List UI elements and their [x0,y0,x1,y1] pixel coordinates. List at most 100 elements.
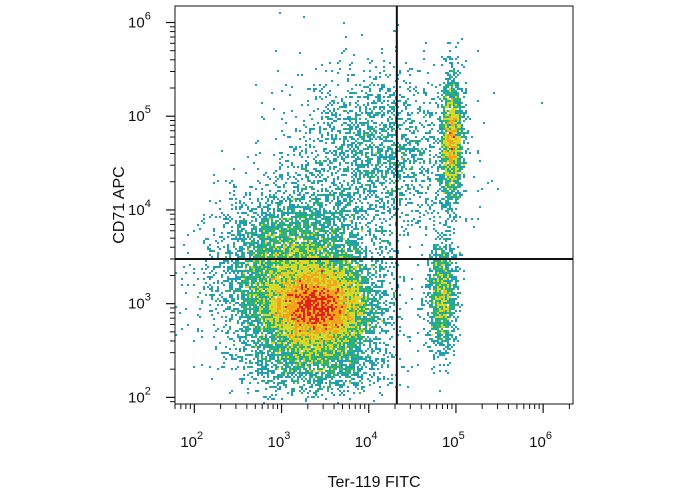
event-cell [355,84,357,86]
event-cell [391,216,393,218]
event-cell [441,204,443,206]
event-cell [209,276,211,278]
event-cell [357,126,359,128]
event-cell [293,232,295,234]
event-cell [349,262,351,264]
event-cell [333,198,335,200]
event-cell [449,138,451,140]
event-cell [313,274,315,276]
event-cell [203,240,205,242]
event-cell [365,234,367,236]
event-cell [245,224,247,226]
event-cell [381,268,383,270]
event-cell [323,232,325,234]
event-cell [455,268,457,270]
event-cell [457,266,459,268]
event-cell [361,160,363,162]
event-cell [355,212,357,214]
event-cell [341,240,343,242]
event-cell [315,176,317,178]
event-cell [449,42,451,44]
event-cell [459,98,461,100]
event-cell [279,262,281,264]
event-cell [371,154,373,156]
event-cell [261,198,263,200]
event-cell [337,170,339,172]
event-cell [473,226,475,228]
event-cell [259,250,261,252]
event-cell [399,164,401,166]
event-cell [239,284,241,286]
event-cell [465,118,467,120]
event-cell [321,88,323,90]
event-cell [443,206,445,208]
event-cell [457,186,459,188]
event-cell [321,194,323,196]
event-cell [287,242,289,244]
event-cell [317,108,319,110]
event-cell [297,232,299,234]
event-cell [397,114,399,116]
event-cell [203,222,205,224]
event-cell [273,194,275,196]
event-cell [399,234,401,236]
event-cell [457,128,459,130]
event-cell [437,118,439,120]
event-cell [405,198,407,200]
event-cell [467,142,469,144]
event-cell [455,122,457,124]
event-cell [307,246,309,248]
event-cell [443,250,445,252]
event-cell [457,130,459,132]
event-cell [401,158,403,160]
event-cell [445,260,447,262]
event-cell [449,274,451,276]
event-cell [441,150,443,152]
event-cell [253,256,255,258]
event-cell [465,152,467,154]
event-cell [403,134,405,136]
event-cell [255,254,257,256]
event-cell [213,234,215,236]
event-cell [297,244,299,246]
event-cell [405,128,407,130]
event-cell [385,136,387,138]
event-cell [339,274,341,276]
event-cell [445,168,447,170]
event-cell [449,134,451,136]
event-cell [463,106,465,108]
event-cell [437,180,439,182]
event-cell [359,274,361,276]
event-cell [399,276,401,278]
event-cell [335,238,337,240]
event-cell [423,102,425,104]
event-cell [321,214,323,216]
event-cell [305,206,307,208]
event-cell [295,248,297,250]
event-cell [317,216,319,218]
event-cell [309,146,311,148]
event-cell [277,262,279,264]
event-cell [279,158,281,160]
event-cell [345,136,347,138]
event-cell [229,254,231,256]
event-cell [369,144,371,146]
event-cell [275,202,277,204]
event-cell [317,200,319,202]
event-cell [259,266,261,268]
event-cell [461,172,463,174]
event-cell [367,194,369,196]
event-cell [453,70,455,72]
event-cell [271,276,273,278]
event-cell [359,270,361,272]
event-cell [291,228,293,230]
event-cell [237,278,239,280]
event-cell [437,106,439,108]
event-cell [379,246,381,248]
event-cell [311,278,313,280]
event-cell [449,156,451,158]
event-cell [343,106,345,108]
event-cell [265,216,267,218]
event-cell [347,280,349,282]
event-cell [293,212,295,214]
